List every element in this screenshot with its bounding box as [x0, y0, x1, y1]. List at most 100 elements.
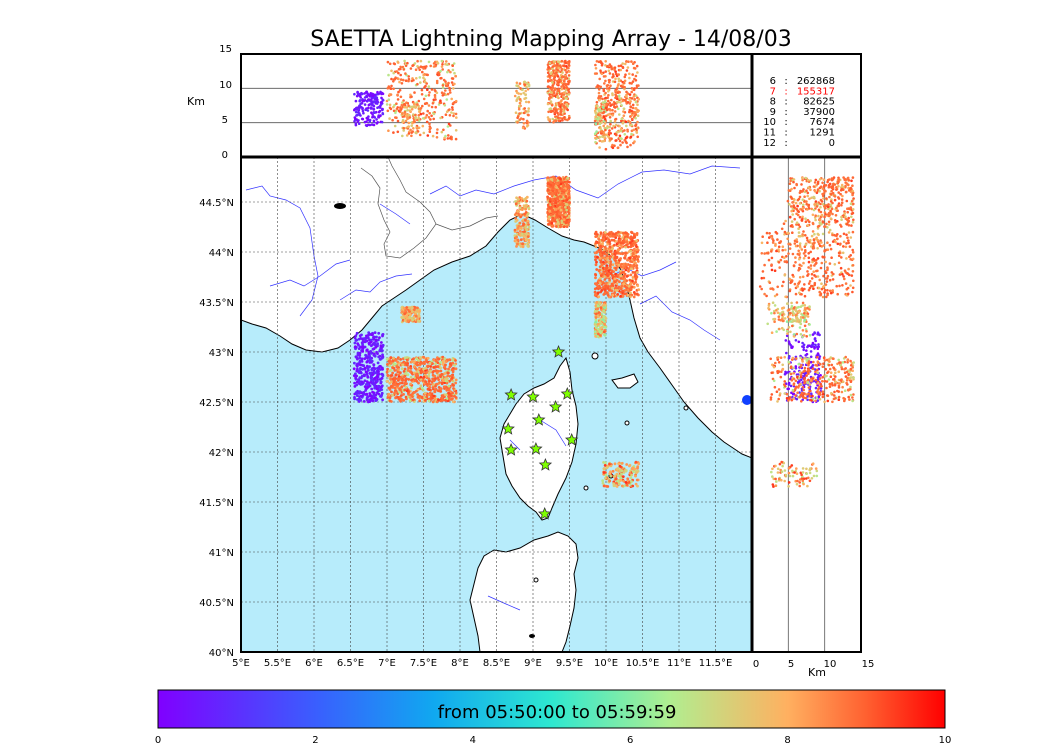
- lightning-source-lon-alt: [355, 108, 359, 111]
- lightning-source-map: [614, 259, 617, 262]
- lightning-source-lon-alt: [435, 136, 439, 139]
- lightning-source-lat-alt: [801, 394, 805, 397]
- lightning-source-map: [379, 386, 382, 390]
- lightning-source-lon-alt: [372, 100, 376, 103]
- lightning-source-lon-alt: [425, 82, 429, 85]
- lightning-source-map: [547, 222, 550, 226]
- lightning-source-lat-alt: [783, 355, 786, 359]
- lightning-source-lon-alt: [526, 110, 529, 113]
- lightning-source-map: [413, 308, 416, 311]
- lightning-source-lon-alt: [399, 95, 403, 99]
- lightning-source-lon-alt: [567, 62, 571, 65]
- lightning-source-map: [396, 377, 400, 380]
- lightning-source-map: [391, 359, 395, 363]
- lightning-source-lon-alt: [392, 62, 396, 65]
- lightning-source-lon-alt: [444, 134, 447, 138]
- lightning-source-lon-alt: [428, 122, 431, 126]
- lightning-source-lon-alt: [636, 103, 639, 106]
- lightning-source-lat-alt: [780, 370, 783, 374]
- lightning-source-lon-alt: [550, 87, 554, 90]
- lightning-source-lon-alt: [595, 130, 598, 133]
- lightning-source-map: [408, 399, 412, 402]
- station-markers: [501, 344, 579, 520]
- lightning-source-map: [431, 386, 435, 389]
- top-alt-tick-5: 5: [222, 115, 228, 126]
- lightning-source-lon-alt: [409, 95, 412, 99]
- lightning-source-lon-alt: [548, 118, 551, 121]
- lightning-source-map: [409, 367, 413, 370]
- lightning-source-map: [622, 274, 626, 278]
- lightning-source-lat-alt: [806, 398, 809, 402]
- lightning-source-map: [630, 480, 633, 483]
- lightning-source-map: [515, 218, 519, 222]
- lightning-source-map: [611, 293, 615, 297]
- lightning-source-lat-alt: [819, 387, 823, 390]
- lightning-source-map: [618, 234, 621, 238]
- lightning-source-map: [451, 368, 455, 372]
- lightning-source-lon-alt: [516, 116, 519, 120]
- lightning-source-lon-alt: [551, 109, 554, 113]
- lightning-source-lon-alt: [605, 133, 608, 137]
- lightning-source-map: [597, 295, 601, 299]
- lightning-source-lon-alt: [521, 88, 524, 92]
- lightning-source-lon-alt: [594, 140, 597, 144]
- lightning-source-lon-alt: [620, 137, 623, 141]
- lightning-source-map: [441, 398, 445, 401]
- lightning-source-lon-alt: [604, 99, 607, 102]
- lightning-source-lon-alt: [548, 93, 551, 96]
- lightning-source-lon-alt: [399, 109, 402, 112]
- lightning-source-lon-alt: [594, 104, 598, 108]
- lightning-source-lon-alt: [435, 79, 439, 83]
- lightning-source-lon-alt: [617, 64, 621, 68]
- lightning-source-lon-alt: [391, 118, 394, 122]
- lightning-source-lon-alt: [604, 96, 607, 100]
- lightning-source-lat-alt: [811, 333, 815, 336]
- lightning-source-map: [602, 256, 606, 259]
- lightning-source-lon-alt: [621, 121, 625, 124]
- lat-tick-label: 43.5°N: [199, 298, 234, 309]
- lightning-source-lon-alt: [556, 75, 560, 78]
- lightning-source-map: [376, 361, 380, 365]
- lightning-source-map: [357, 392, 361, 395]
- lightning-source-lon-alt: [425, 73, 429, 76]
- lightning-source-map: [567, 189, 571, 193]
- lightning-source-lon-alt: [564, 59, 567, 63]
- lightning-source-lon-alt: [406, 108, 409, 112]
- lightning-source-lon-alt: [392, 71, 396, 75]
- lightning-source-lon-alt: [387, 85, 391, 88]
- station-count-value: 0: [829, 138, 835, 149]
- lightning-source-map: [402, 370, 406, 373]
- lightning-source-lon-alt: [632, 88, 636, 92]
- lightning-source-lon-alt: [551, 67, 554, 70]
- lightning-source-map: [448, 365, 452, 369]
- station-count-separator: :: [784, 107, 787, 118]
- lightning-source-map: [393, 386, 397, 390]
- top-alt-tick-15: 15: [219, 44, 232, 55]
- lightning-source-map: [435, 400, 439, 404]
- lightning-source-map: [425, 375, 428, 378]
- lightning-source-lon-alt: [401, 134, 404, 138]
- lightning-source-lon-alt: [379, 101, 383, 104]
- lightning-source-map: [361, 346, 365, 349]
- lightning-source-lon-alt: [616, 130, 619, 134]
- lightning-source-lon-alt: [515, 81, 519, 85]
- lightning-source-map: [358, 380, 361, 384]
- station-count-stations: 8: [770, 97, 776, 108]
- lightning-source-map: [627, 269, 630, 273]
- lightning-source-map: [432, 394, 436, 398]
- lightning-source-map: [400, 394, 403, 397]
- lat-tick-label: 41°N: [209, 548, 234, 559]
- lightning-source-map: [566, 176, 569, 180]
- lightning-source-map: [593, 251, 597, 255]
- lightning-source-lat-alt: [813, 345, 816, 349]
- lightning-source-lon-alt: [527, 100, 531, 104]
- lightning-source-map: [353, 361, 356, 365]
- lightning-source-lon-alt: [519, 117, 523, 120]
- lightning-source-lon-alt: [401, 101, 404, 104]
- lightning-source-map: [599, 232, 603, 235]
- lightning-source-map: [549, 183, 553, 187]
- lightning-source-lon-alt: [527, 113, 530, 117]
- lightning-source-map: [622, 231, 625, 235]
- lightning-source-lon-alt: [378, 109, 382, 113]
- lightning-source-lat-alt: [788, 342, 791, 345]
